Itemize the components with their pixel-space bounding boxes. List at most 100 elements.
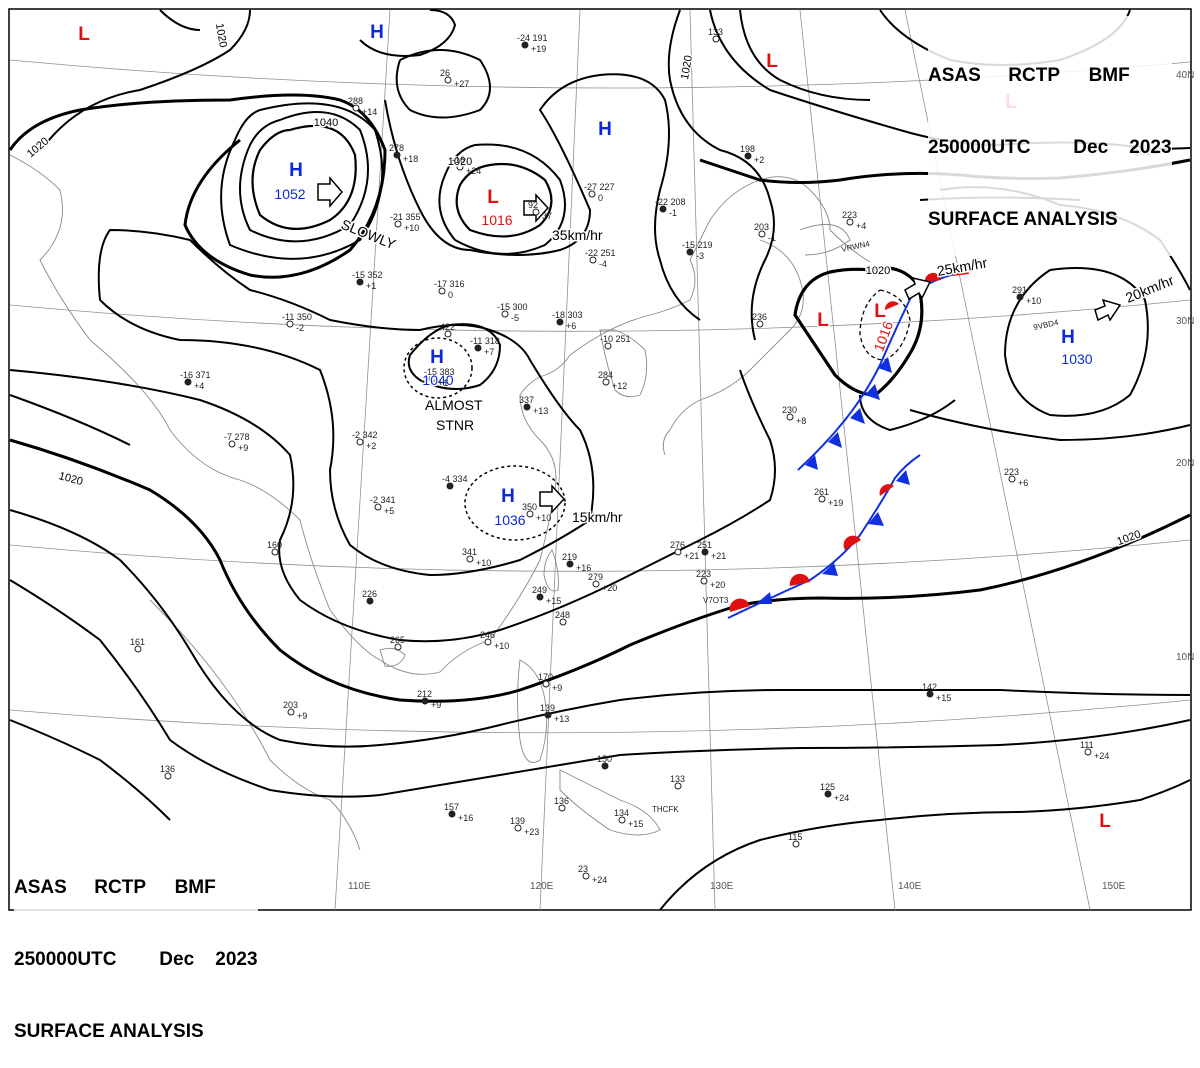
station-plot-value: -15 300 [497,302,528,312]
station-plot-tendency: +20 [710,580,725,590]
isobar-1020 [8,93,387,279]
station-plot-tendency: +15 [628,819,643,829]
station-plot-value: 265 [390,635,405,645]
low-pressure-symbol: L [817,310,829,331]
station-plot-value: -24 191 [517,33,548,43]
isobar [97,228,595,577]
station-circle [356,438,364,446]
station-circle [674,782,682,790]
station-circle [352,104,360,112]
station-circle [286,320,294,328]
cold-front-triangle [822,563,838,576]
isobar-value-label: 1020 [25,135,51,160]
station-plot-value: 134 [614,808,629,818]
isobar [1003,267,1149,417]
station-plot-tendency: 0 [598,193,603,203]
isobar-1020 [455,162,553,238]
station-plot-tendency: +10 [536,513,551,523]
station-plot-tendency: +13 [554,714,569,724]
station-plot-tendency: +1 [438,378,448,388]
product-code: BMF [174,877,216,898]
station-plot-value: -4 334 [442,474,468,484]
isobar-value-label: 1020 [866,265,890,277]
movement-arrow [539,484,566,514]
station-plot-tendency: +10 [494,641,509,651]
station-circle [558,804,566,812]
station-plot-value: 219 [562,552,577,562]
station-circle [532,208,540,216]
station-plot-tendency: +2 [366,441,376,451]
station-plot-value: 133 [670,774,685,784]
station-plot-tendency: +24 [1094,751,1109,761]
latitude-label: 10N [1176,652,1194,663]
station-circle [444,330,452,338]
station-plot-tendency: +9 [552,683,562,693]
station-plot-value: 350 [522,502,537,512]
low-pressure-symbol: L [766,51,778,72]
isobar [909,409,1191,442]
station-plot-value: 337 [519,395,534,405]
chart-header-top-right: ASAS RCTP BMF 250000UTC Dec 2023 SURFACE… [928,16,1172,256]
station-plot-tendency: +23 [524,827,539,837]
longitude-label: 120E [530,881,554,892]
agency-line: ASAS RCTP BMF [928,64,1172,88]
station-plot-value: 142 [922,682,937,692]
station-plot-tendency: +4 [194,381,204,391]
station-circle [700,577,708,585]
station-plot-value: 341 [462,547,477,557]
station-plot-tendency: +13 [533,406,548,416]
station-plot-value: -15 352 [352,270,383,280]
station-plot-value: -10 251 [600,334,631,344]
movement-arrow [904,276,932,301]
chart-border [8,8,1192,911]
station-plot-value: 157 [444,802,459,812]
station-circle [559,618,567,626]
ship-callsign: THCFK [652,805,679,814]
cold-front-triangle [878,357,892,373]
station-plot-value: 26 [440,68,450,78]
isobar [359,9,457,57]
time-line: 250000UTC Dec 2023 [14,948,258,972]
station-plot-value: 223 [696,569,711,579]
station-plot-value: -22 208 [655,197,686,207]
movement-arrow [523,193,550,223]
station-plot-tendency: -5 [511,313,519,323]
isobar [44,9,251,146]
valid-time: 250000UTC [928,137,1031,158]
station-circle [164,772,172,780]
valid-year: 2023 [1129,137,1172,158]
station-plot-tendency: +19 [531,44,546,54]
station-plot-tendency: +24 [592,875,607,885]
pressure-value: 1016 [481,212,512,228]
station-plot-tendency: +20 [602,583,617,593]
movement-note: 20km/hr [1123,272,1176,306]
isobar [9,509,1191,748]
station-plot-tendency: 0 [448,290,453,300]
station-plot-value: 246 [480,630,495,640]
isobar [220,102,384,260]
station-plot-tendency: +9 [431,700,441,710]
isobar [464,465,566,541]
station-circle [474,344,482,352]
movement-arrow [317,175,343,209]
station-plot-value: 248 [555,610,570,620]
low-pressure-symbol: L [874,301,886,322]
fronts [727,266,973,619]
cold-front-triangle [756,592,772,604]
station-plot-tendency: -3 [696,251,704,261]
isobar [407,323,502,390]
agency-code: ASAS [928,65,981,86]
pressure-value: 1036 [494,512,525,528]
cold-front-triangle [896,470,910,485]
isobar-value-label: 1020 [57,470,84,488]
dotted-isobars [403,337,566,541]
station-circle [758,230,766,238]
station-plot-value: 226 [362,589,377,599]
korea-peninsula [599,329,648,398]
isobars [8,9,1191,911]
station-circle [659,205,667,213]
station-circle [456,163,464,171]
station-plot-tendency: +10 [1026,296,1041,306]
warm-front-semicircle [924,272,941,282]
station-circle [542,680,550,688]
